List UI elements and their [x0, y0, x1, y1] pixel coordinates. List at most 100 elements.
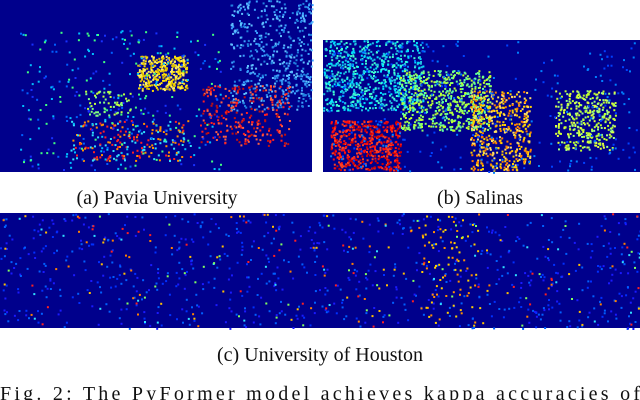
pixel	[249, 100, 252, 103]
pixel	[382, 85, 385, 88]
pixel	[530, 279, 533, 282]
pixel	[334, 64, 337, 67]
pixel	[600, 268, 603, 271]
pixel	[411, 114, 414, 116]
pixel	[385, 145, 388, 148]
pixel	[606, 96, 609, 99]
pixel	[627, 142, 630, 145]
pixel	[125, 97, 128, 100]
pixel	[555, 116, 558, 119]
pixel	[571, 123, 574, 126]
pixel	[485, 147, 488, 150]
pixel	[67, 80, 70, 83]
pixel	[241, 249, 244, 252]
pixel	[150, 152, 153, 154]
pixel	[340, 136, 343, 139]
pixel	[278, 58, 281, 61]
pixel	[568, 147, 571, 150]
pixel	[57, 155, 60, 158]
pixel	[256, 31, 258, 34]
pixel	[460, 100, 463, 103]
pixel	[466, 111, 469, 114]
pixel	[438, 80, 441, 83]
pixel	[303, 20, 306, 23]
pixel	[421, 50, 424, 53]
pixel	[158, 57, 161, 60]
pixel	[89, 113, 91, 116]
pixel	[295, 54, 298, 57]
pixel	[258, 105, 261, 108]
pixel	[116, 101, 119, 104]
pixel	[336, 77, 339, 80]
pixel	[263, 54, 266, 57]
pixel	[396, 40, 399, 43]
pixel	[489, 76, 492, 79]
pixel	[505, 158, 508, 161]
pixel	[337, 121, 339, 124]
pixel	[471, 94, 474, 97]
pixel	[177, 66, 180, 68]
pixel	[95, 126, 98, 129]
pixel	[314, 261, 317, 263]
pixel	[144, 151, 147, 154]
pixel	[251, 93, 254, 96]
pixel	[499, 255, 502, 258]
pixel	[480, 146, 483, 149]
pixel	[637, 252, 640, 255]
pixel	[597, 132, 600, 135]
pixel	[252, 306, 255, 309]
pixel	[334, 44, 337, 47]
pixel	[264, 74, 267, 77]
pixel	[390, 102, 393, 104]
pixel	[581, 266, 584, 269]
pixel	[7, 320, 10, 323]
pixel	[352, 70, 355, 73]
pixel	[296, 75, 299, 78]
pixel	[617, 92, 620, 95]
pixel	[523, 105, 525, 108]
pixel	[166, 67, 168, 70]
pixel	[276, 129, 279, 132]
pixel	[249, 50, 252, 53]
pixel	[277, 130, 280, 133]
pixel	[29, 64, 32, 67]
pixel	[497, 147, 500, 149]
pixel	[212, 33, 215, 36]
pixel	[99, 156, 102, 159]
pixel	[104, 136, 107, 139]
pixel	[115, 103, 118, 106]
pixel	[460, 91, 463, 94]
pixel	[246, 139, 249, 142]
pixel	[301, 12, 304, 15]
pixel	[115, 112, 118, 115]
pixel	[76, 154, 78, 157]
pixel	[164, 69, 167, 72]
pixel	[162, 65, 165, 68]
pixel	[50, 86, 53, 89]
pixel	[501, 153, 504, 156]
pixel	[374, 147, 376, 150]
pixel	[383, 118, 386, 121]
pixel	[589, 256, 592, 259]
pixel	[359, 105, 362, 107]
pixel	[214, 85, 217, 88]
pixel	[495, 124, 498, 127]
pixel	[489, 153, 492, 156]
pixel	[237, 31, 240, 34]
pixel	[595, 142, 598, 144]
pixel	[575, 101, 578, 104]
pixel	[298, 42, 301, 45]
pixel	[280, 35, 282, 38]
pixel	[137, 39, 140, 42]
pixel	[265, 113, 268, 116]
pixel	[161, 62, 163, 65]
pixel	[293, 39, 295, 42]
pixel	[156, 52, 159, 55]
pixel	[139, 75, 142, 78]
pixel	[486, 266, 489, 269]
pixel	[146, 85, 149, 88]
pixel	[138, 155, 141, 158]
pixel	[308, 60, 311, 63]
pixel	[565, 149, 568, 151]
pixel	[518, 104, 521, 107]
